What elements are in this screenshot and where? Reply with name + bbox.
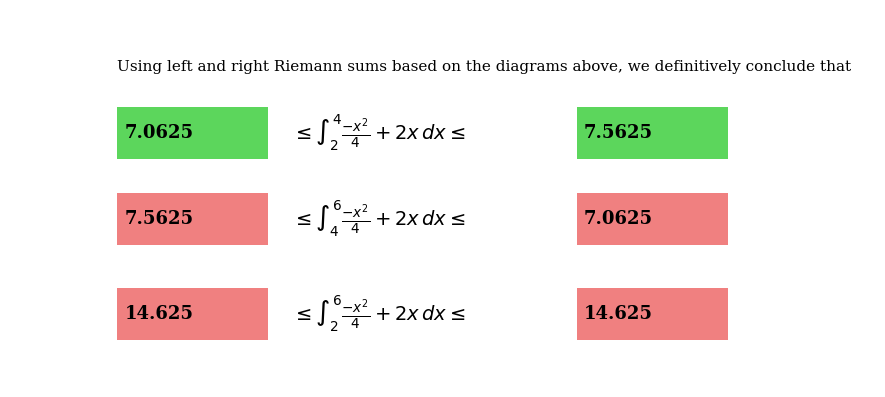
FancyBboxPatch shape xyxy=(577,287,727,339)
Text: 7.5625: 7.5625 xyxy=(124,210,194,228)
Text: 14.625: 14.625 xyxy=(124,304,193,323)
Text: Using left and right Riemann sums based on the diagrams above, we definitively c: Using left and right Riemann sums based … xyxy=(118,60,851,74)
FancyBboxPatch shape xyxy=(118,107,268,159)
FancyBboxPatch shape xyxy=(118,193,268,245)
Text: 7.5625: 7.5625 xyxy=(584,124,653,142)
Text: $\leq \int_2^6 \frac{-x^2}{4} + 2x\, dx \leq$: $\leq \int_2^6 \frac{-x^2}{4} + 2x\, dx … xyxy=(292,293,466,334)
Text: 7.0625: 7.0625 xyxy=(584,210,653,228)
FancyBboxPatch shape xyxy=(118,287,268,339)
Text: $\leq \int_4^6 \frac{-x^2}{4} + 2x\, dx \leq$: $\leq \int_4^6 \frac{-x^2}{4} + 2x\, dx … xyxy=(292,199,466,239)
Text: $\leq \int_2^4 \frac{-x^2}{4} + 2x\, dx \leq$: $\leq \int_2^4 \frac{-x^2}{4} + 2x\, dx … xyxy=(292,113,466,153)
Text: 14.625: 14.625 xyxy=(584,304,653,323)
Text: 7.0625: 7.0625 xyxy=(124,124,194,142)
FancyBboxPatch shape xyxy=(577,107,727,159)
FancyBboxPatch shape xyxy=(577,193,727,245)
